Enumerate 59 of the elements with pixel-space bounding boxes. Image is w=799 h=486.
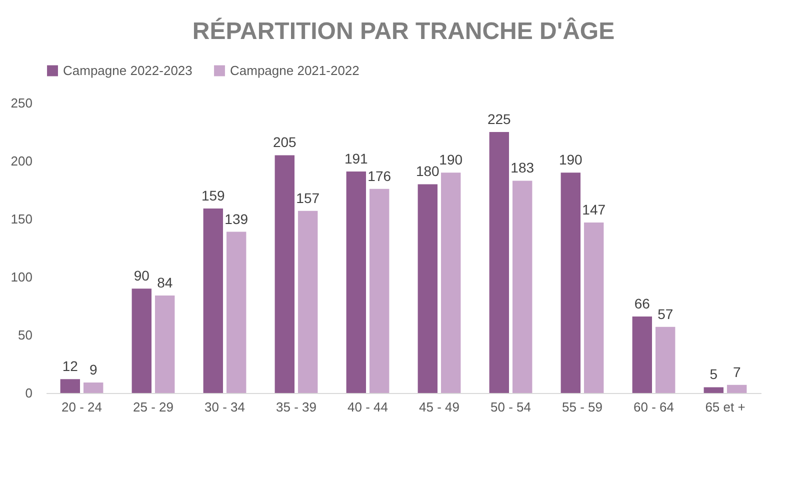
data-label: 159 [201, 188, 226, 204]
x-tick-label: 45 - 49 [419, 400, 460, 414]
data-label: 12 [62, 358, 78, 374]
chart-title: RÉPARTITION PAR TRANCHE D'ÂGE [192, 17, 615, 45]
bar [132, 288, 152, 393]
y-tick-label: 100 [10, 270, 32, 284]
bar [369, 188, 390, 393]
data-label: 225 [487, 111, 512, 127]
bar [60, 379, 80, 393]
data-label: 147 [582, 201, 606, 218]
x-tick-label: 40 - 44 [348, 400, 388, 414]
bar [346, 171, 366, 393]
legend-label: Campagne 2022-2023 [63, 62, 192, 78]
legend-label: Campagne 2021-2022 [230, 62, 360, 78]
x-tick-label: 60 - 64 [634, 400, 674, 414]
bar [489, 132, 510, 393]
x-tick-label: 35 - 39 [276, 400, 316, 414]
data-label: 90 [134, 268, 150, 284]
x-tick-label: 20 - 24 [62, 400, 102, 414]
bar [418, 184, 438, 393]
bar [512, 180, 532, 393]
x-tick-label: 30 - 34 [204, 400, 245, 414]
y-tick-label: 250 [10, 96, 32, 110]
data-label: 139 [224, 210, 248, 227]
bar [298, 210, 318, 393]
data-label: 191 [344, 150, 368, 166]
data-label: 5 [710, 366, 718, 382]
bar [83, 382, 104, 393]
bar [226, 232, 246, 393]
data-label: 7 [732, 364, 741, 380]
bar [154, 296, 175, 393]
bar [632, 316, 652, 393]
data-label: 205 [272, 134, 297, 150]
bar [203, 208, 224, 393]
data-label: 57 [658, 306, 674, 322]
x-tick-label: 25 - 29 [133, 400, 174, 414]
x-tick-label: 65 et + [705, 400, 746, 414]
bar [440, 172, 461, 393]
data-label: 176 [368, 168, 392, 184]
y-tick-label: 50 [18, 328, 32, 342]
bar [560, 172, 581, 393]
bar [704, 387, 724, 393]
data-label: 180 [416, 163, 440, 180]
data-label: 84 [157, 274, 173, 291]
bar [655, 326, 676, 393]
data-label: 157 [296, 190, 320, 206]
x-tick-label: 50 - 54 [490, 400, 531, 414]
x-tick-label: 55 - 59 [562, 400, 602, 414]
data-label: 66 [634, 295, 650, 312]
data-label: 183 [510, 160, 534, 176]
y-tick-label: 150 [10, 212, 32, 226]
bar [274, 155, 295, 393]
bar [726, 384, 747, 393]
data-label: 190 [439, 152, 463, 168]
y-tick-label: 0 [25, 386, 32, 400]
data-label: 9 [89, 362, 98, 378]
y-tick-label: 200 [10, 154, 32, 168]
bar [584, 222, 604, 393]
data-label: 190 [558, 152, 583, 168]
